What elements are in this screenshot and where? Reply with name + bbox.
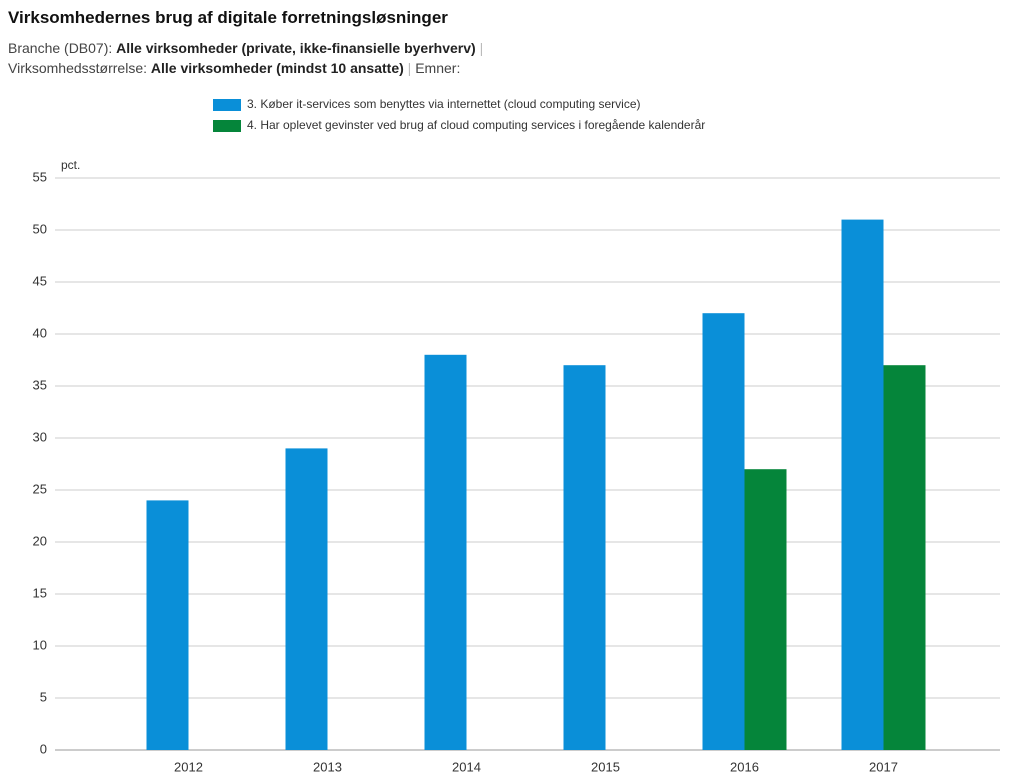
filter-label: Branche (DB07): xyxy=(8,40,113,56)
x-tick-label: 2012 xyxy=(174,759,203,774)
bar xyxy=(146,500,189,750)
header: Virksomhedernes brug af digitale forretn… xyxy=(8,8,483,78)
y-tick-label: 20 xyxy=(33,533,47,548)
x-tick-label: 2016 xyxy=(730,759,759,774)
topics-label: Emner: xyxy=(415,60,461,76)
filter-label: Virksomhedsstørrelse: xyxy=(8,60,148,76)
filter-value: Alle virksomheder (private, ikke-finansi… xyxy=(116,40,476,56)
y-tick-label: 30 xyxy=(33,429,47,444)
y-tick-label: 15 xyxy=(33,585,47,600)
y-tick-label: 40 xyxy=(33,325,47,340)
bar xyxy=(285,448,328,750)
y-tick-label: 25 xyxy=(33,481,47,496)
legend-swatch xyxy=(213,120,241,132)
filter-value: Alle virksomheder (mindst 10 ansatte) xyxy=(150,60,404,76)
legend-label: 3. Køber it-services som benyttes via in… xyxy=(247,97,641,111)
x-tick-label: 2015 xyxy=(591,759,620,774)
y-tick-label: 10 xyxy=(33,637,47,652)
filter-line: Virksomhedsstørrelse: Alle virksomheder … xyxy=(8,58,483,78)
y-tick-label: 50 xyxy=(33,221,47,236)
bar xyxy=(883,365,926,750)
bar xyxy=(744,469,787,750)
x-tick-label: 2013 xyxy=(313,759,342,774)
bar xyxy=(563,365,606,750)
y-tick-label: 35 xyxy=(33,377,47,392)
bar xyxy=(841,219,884,751)
x-tick-label: 2017 xyxy=(869,759,898,774)
y-tick-label: 5 xyxy=(40,689,47,704)
separator: | xyxy=(407,60,412,76)
y-tick-label: 45 xyxy=(33,273,47,288)
y-axis-label: pct. xyxy=(61,158,80,172)
x-tick-label: 2014 xyxy=(452,759,481,774)
chart-title: Virksomhedernes brug af digitale forretn… xyxy=(8,8,448,27)
legend-swatch xyxy=(213,99,241,111)
legend-label: 4. Har oplevet gevinster ved brug af clo… xyxy=(247,118,705,132)
filter-line: Branche (DB07): Alle virksomheder (priva… xyxy=(8,38,483,58)
y-tick-label: 0 xyxy=(40,741,47,756)
y-tick-label: 55 xyxy=(33,169,47,184)
separator: | xyxy=(479,40,484,56)
bar xyxy=(702,313,745,750)
bar xyxy=(424,354,467,750)
